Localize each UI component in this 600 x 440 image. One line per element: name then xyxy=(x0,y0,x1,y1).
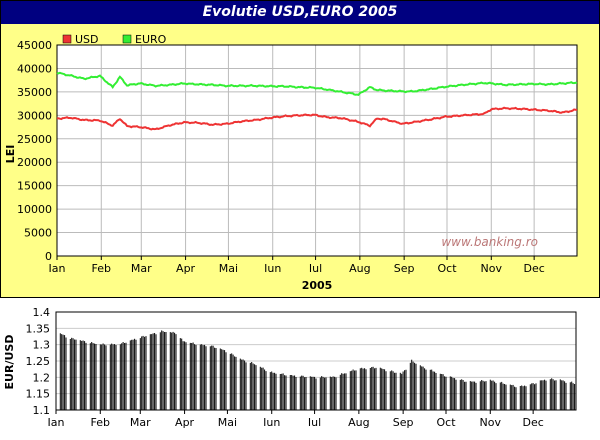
line-chart-panel: Evolutie USD,EURO 2005 0 5000 10000 15000 20… xyxy=(0,0,600,298)
x-tick-label: Nov xyxy=(481,262,503,275)
bar-x-tick-label: Dec xyxy=(522,416,543,429)
y-axis-label: LEI xyxy=(4,145,17,164)
chart-title: Evolutie USD,EURO 2005 xyxy=(1,1,599,24)
bar-x-tick-label: Mar xyxy=(130,416,151,429)
bar-y-tick-label: 1.25 xyxy=(26,355,51,368)
legend-label-usd: USD xyxy=(75,33,99,46)
bar-plot-border xyxy=(55,311,577,411)
bar-y-tick-label: 1.2 xyxy=(33,371,51,384)
series-line-usd xyxy=(56,106,578,131)
x-tick-label: Iun xyxy=(264,262,281,275)
x-tick-label: Apr xyxy=(176,262,196,275)
x-tick-label: Oct xyxy=(437,262,457,275)
bar-x-tick-label: Oct xyxy=(436,416,456,429)
bar-x-tick-label: Feb xyxy=(91,416,110,429)
y-tick-label: 35000 xyxy=(17,86,52,99)
bar-x-tick-label: Nov xyxy=(480,416,502,429)
series-line-euro xyxy=(56,71,578,97)
y-tick-label: 15000 xyxy=(17,180,52,193)
bar-x-tick-label: Sep xyxy=(393,416,414,429)
y-tick-label: 25000 xyxy=(17,133,52,146)
bar-x-tick-label: Iul xyxy=(308,416,321,429)
y-tick-label: 40000 xyxy=(17,62,52,75)
bar-x-tick-label: Iun xyxy=(263,416,280,429)
x-tick-label: Iul xyxy=(309,262,322,275)
watermark-text: www.banking.ro xyxy=(441,235,538,249)
bar-y-tick-label: 1.3 xyxy=(33,339,51,352)
bar-y-tick-label: 1.15 xyxy=(26,388,51,401)
bar-chart: 1.1 1.15 1.2 1.25 1.3 1.35 1.4 Ian Feb Mar Apr Mai I… xyxy=(3,306,577,429)
plot-border xyxy=(56,44,578,257)
y-tick-label: 0 xyxy=(45,250,52,263)
line-chart: 0 5000 10000 15000 20000 25000 30000 35000 40000… xyxy=(4,33,578,292)
x-tick-label: Dec xyxy=(523,262,544,275)
bar-y-axis-label: EUR/USD xyxy=(3,335,16,390)
legend-swatch-euro xyxy=(122,34,132,44)
bar-y-tick-label: 1.35 xyxy=(26,322,51,335)
bar-x-tick-label: Mai xyxy=(218,416,237,429)
y-tick-label: 5000 xyxy=(24,227,52,240)
x-tick-label: Mar xyxy=(131,262,152,275)
x-tick-label: Feb xyxy=(92,262,111,275)
x-tick-label: Ian xyxy=(49,262,66,275)
legend-swatch-usd xyxy=(62,34,72,44)
x-tick-label: Aug xyxy=(349,262,370,275)
y-tick-label: 20000 xyxy=(17,156,52,169)
y-tick-label: 45000 xyxy=(17,39,52,52)
bar-x-tick-label: Ian xyxy=(48,416,65,429)
bar-y-tick-label: 1.1 xyxy=(33,404,51,417)
y-tick-label: 30000 xyxy=(17,109,52,122)
y-tick-label: 10000 xyxy=(17,203,52,216)
x-tick-label: Sep xyxy=(394,262,415,275)
bar-x-tick-label: Apr xyxy=(175,416,195,429)
bar-x-tick-label: Aug xyxy=(348,416,369,429)
x-axis-label: 2005 xyxy=(302,279,333,292)
legend-label-euro: EURO xyxy=(135,33,167,46)
x-tick-label: Mai xyxy=(219,262,238,275)
bar-y-tick-label: 1.4 xyxy=(33,306,51,319)
plot-area xyxy=(56,44,578,257)
